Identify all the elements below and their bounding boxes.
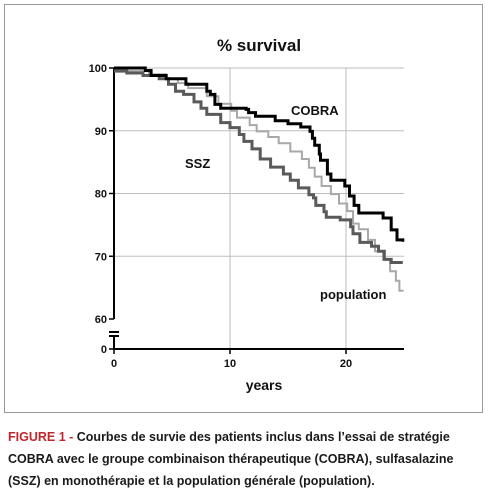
figure-caption: FIGURE 1 - Courbes de survie des patient… bbox=[8, 426, 480, 492]
y-tick-label-80: 80 bbox=[95, 189, 107, 201]
y-tick-label-100: 100 bbox=[89, 63, 107, 75]
series-label-population: population bbox=[320, 287, 386, 302]
series-lines bbox=[114, 66, 405, 292]
caption-text: Courbes de survie des patients inclus da… bbox=[8, 430, 454, 488]
y-tick-label-90: 90 bbox=[95, 126, 107, 138]
x-tick-label-20: 20 bbox=[340, 358, 352, 370]
x-axis-label: years bbox=[246, 377, 283, 393]
series-line-ssz bbox=[114, 69, 403, 264]
axes bbox=[109, 67, 404, 354]
x-tick-label-10: 10 bbox=[224, 358, 236, 370]
series-label-cobra: COBRA bbox=[291, 103, 339, 118]
chart-title: % survival bbox=[217, 36, 301, 55]
grid-lines bbox=[114, 67, 404, 349]
tick-labels: 60 70 80 90 100 00 10 20 bbox=[89, 63, 352, 370]
y-tick-label-70: 70 bbox=[95, 251, 107, 263]
x-tick-label-0: 0 bbox=[111, 358, 117, 370]
series-line-cobra bbox=[114, 66, 405, 242]
caption-figure-label: FIGURE 1 - bbox=[8, 430, 74, 444]
series-line-population bbox=[114, 67, 404, 292]
y-tick-label-60: 60 bbox=[95, 314, 107, 326]
y-tick-label-0: 0 bbox=[101, 344, 107, 356]
survival-chart: % survival 60 70 80 90 100 00 10 20 COBRA SSZ p… bbox=[89, 36, 405, 393]
figure-frame: % survival 60 70 80 90 100 0 0 10 20 COBRA SSZ p… bbox=[4, 4, 483, 413]
series-label-ssz: SSZ bbox=[185, 156, 210, 171]
